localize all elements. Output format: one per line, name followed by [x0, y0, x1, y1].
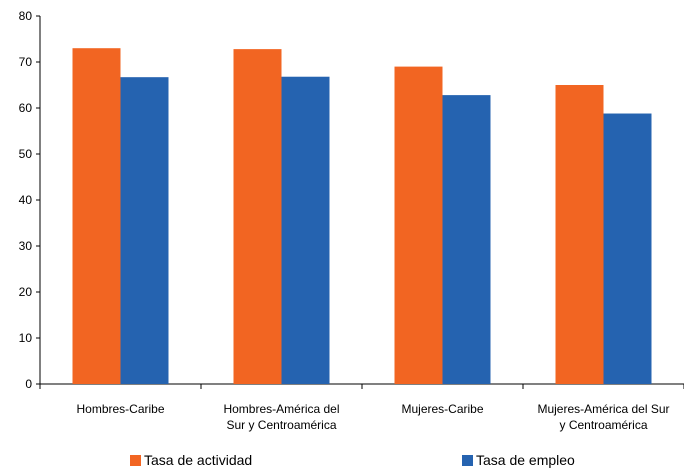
x-tick-label: Mujeres-Caribe	[401, 402, 483, 416]
y-tick-label: 30	[19, 239, 33, 253]
x-tick-label: Mujeres-América del Sur	[537, 402, 669, 416]
legend-label: Tasa de actividad	[144, 452, 252, 468]
bar-1-2	[442, 95, 491, 385]
y-tick-label: 0	[25, 377, 32, 391]
y-tick-label: 70	[19, 55, 33, 69]
bar-1-1	[281, 76, 330, 384]
bar-0-2	[394, 66, 443, 384]
y-tick-label: 40	[19, 193, 33, 207]
x-tick-label: Hombres-Caribe	[76, 402, 164, 416]
bar-0-3	[555, 85, 604, 384]
bar-0-0	[72, 48, 121, 384]
legend-item: Tasa de actividad	[130, 452, 252, 468]
x-tick-label: Sur y Centroamérica	[226, 418, 336, 432]
y-tick-label: 20	[19, 285, 33, 299]
y-tick-label: 50	[19, 147, 33, 161]
legend-swatch	[130, 455, 141, 466]
x-tick-label: Hombres-América del	[223, 402, 339, 416]
x-tick-label: y Centroamérica	[559, 418, 647, 432]
y-tick-label: 10	[19, 331, 33, 345]
y-tick-label: 80	[19, 9, 33, 23]
bar-0-1	[233, 49, 282, 385]
bar-1-0	[120, 77, 169, 385]
legend-label: Tasa de empleo	[476, 452, 575, 468]
legend-item: Tasa de empleo	[462, 452, 575, 468]
y-tick-label: 60	[19, 101, 33, 115]
legend-swatch	[462, 455, 473, 466]
bar-1-3	[603, 113, 652, 385]
